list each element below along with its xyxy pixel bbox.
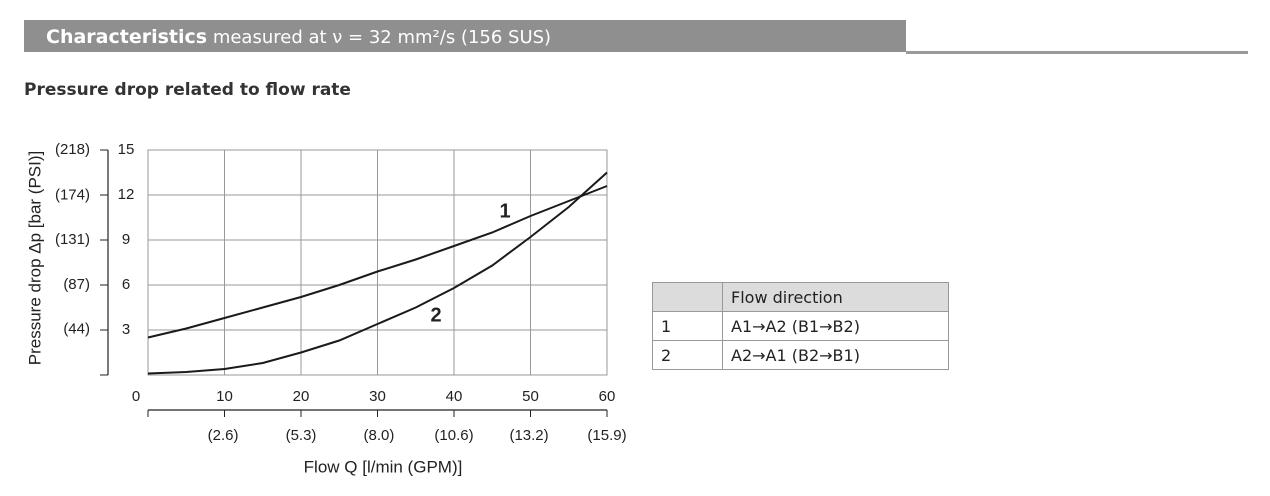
table-header: Flow direction (652, 282, 949, 312)
x-tick-label: 60 (599, 388, 616, 405)
y2-tick-label: (87) (63, 276, 90, 293)
x2-tick-label: (2.6) (208, 427, 239, 444)
table-cell: 2 (652, 340, 723, 370)
x2-tick-label: (15.9) (587, 427, 626, 444)
x2-tick-label: (13.2) (509, 427, 548, 444)
x-tick-label: 40 (446, 388, 463, 405)
header-rule (906, 51, 1248, 54)
y-axis-label: Pressure drop Δp [bar (PSI)] (25, 151, 44, 366)
table-row: 2 A2→A1 (B2→B1) (652, 340, 949, 370)
series-label: 1 (499, 200, 510, 222)
table-header-cell: Flow direction (722, 282, 949, 312)
y2-tick-label: (174) (55, 186, 90, 203)
series-label: 2 (430, 304, 441, 326)
data-line (147, 185, 608, 339)
y2-tick-label: (218) (55, 141, 90, 158)
y-tick-label: 15 (118, 141, 135, 158)
y-tick-label: 12 (118, 186, 135, 203)
table-row: 1 A1→A2 (B1→B2) (652, 311, 949, 341)
data-line (147, 171, 608, 375)
x-tick-label: 20 (293, 388, 310, 405)
y2-tick-label: (44) (63, 321, 90, 338)
x2-tick-label: (10.6) (434, 427, 473, 444)
x-tick-label: 0 (132, 388, 140, 405)
table-cell: A2→A1 (B2→B1) (722, 340, 949, 370)
y-tick-label: 9 (122, 231, 130, 248)
table-cell: A1→A2 (B1→B2) (722, 311, 949, 341)
chart: Pressure drop Δp [bar (PSI)] Flow Q [l/m… (25, 141, 626, 477)
x-tick-label: 10 (216, 388, 233, 405)
header-title: Characteristics (46, 26, 208, 48)
x-tick-label: 30 (369, 388, 386, 405)
section-title: Pressure drop related to flow rate (24, 80, 351, 100)
header-subtitle: measured at ν = 32 mm²/s (156 SUS) (212, 27, 552, 48)
y-tick-label: 6 (122, 276, 130, 293)
y2-tick-label: (131) (55, 231, 90, 248)
x-axis-label: Flow Q [l/min (GPM)] (304, 457, 463, 476)
y-tick-label: 3 (122, 321, 130, 338)
flow-table: Flow direction 1 A1→A2 (B1→B2) 2 A2→A1 (B2… (652, 282, 949, 370)
table-cell: 1 (652, 311, 723, 341)
x2-tick-label: (5.3) (286, 427, 317, 444)
table-cell (652, 282, 723, 312)
x2-tick-label: (8.0) (364, 427, 395, 444)
header-bar: Characteristics measured at ν = 32 mm²/s… (24, 20, 906, 52)
x-tick-label: 50 (522, 388, 539, 405)
